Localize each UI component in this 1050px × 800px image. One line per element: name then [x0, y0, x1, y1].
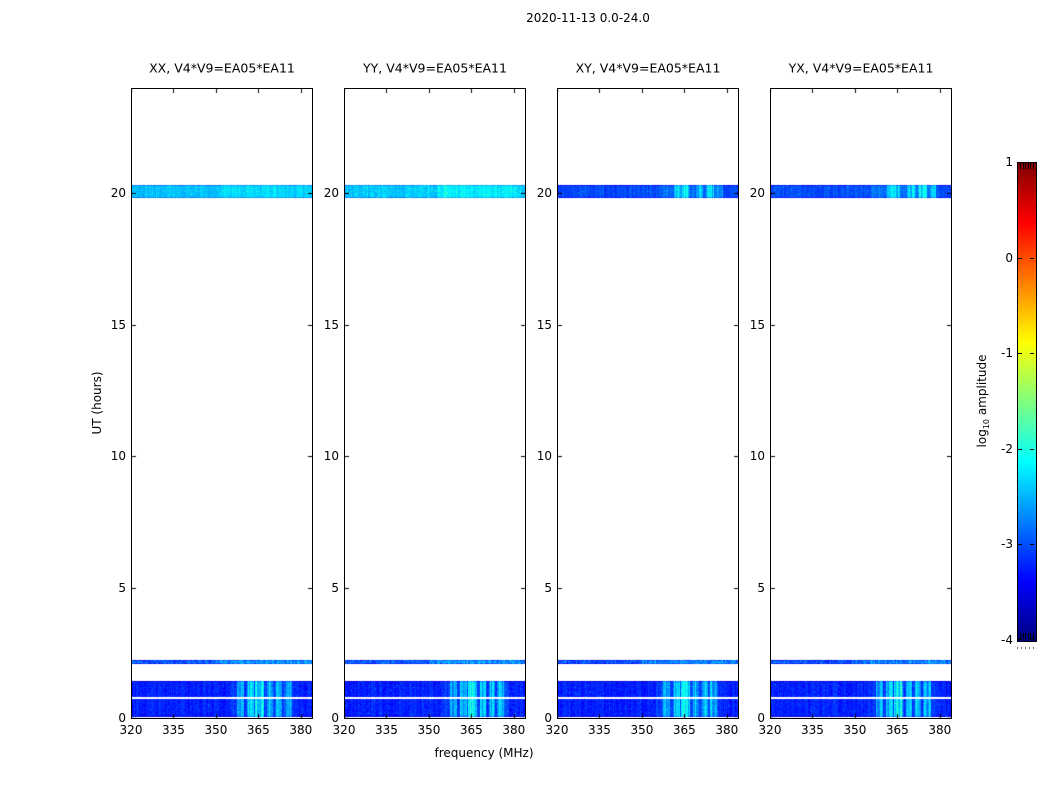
- heatmap-canvas-yy: [344, 88, 526, 719]
- heatmap-canvas-yx: [770, 88, 952, 719]
- panel-yy: [344, 88, 526, 719]
- x-tick-label: 335: [588, 723, 611, 737]
- panel-xy: [557, 88, 739, 719]
- x-tick-label: 350: [843, 723, 867, 737]
- colorbar-comb-top: [1025, 163, 1026, 169]
- x-tick-label: 320: [332, 723, 356, 737]
- colorbar-comb-bottom: [1022, 633, 1024, 639]
- colorbar-tick-mark: [1018, 353, 1022, 354]
- panel-title-yx: YX, V4*V9=EA05*EA11: [788, 60, 934, 76]
- colorbar-tick-mark: [1030, 162, 1034, 163]
- y-tick-label: 15: [323, 317, 339, 332]
- panel-title-xx: XX, V4*V9=EA05*EA11: [149, 60, 295, 76]
- x-tick-label: 380: [289, 723, 313, 737]
- colorbar-tick-mark: [1030, 449, 1034, 450]
- colorbar-tick-label: 0: [1005, 250, 1013, 265]
- colorbar-comb-top: [1032, 163, 1034, 169]
- colorbar-comb-bottom: [1025, 633, 1026, 639]
- y-tick-label: 20: [536, 186, 552, 201]
- x-tick-label: 365: [885, 723, 909, 737]
- y-tick-label: 10: [110, 449, 126, 464]
- colorbar-comb-bottom: [1032, 633, 1034, 639]
- figure-title: 2020-11-13 0.0-24.0: [526, 11, 650, 25]
- x-tick-label: 365: [246, 723, 270, 737]
- colorbar-tick-mark: [1018, 449, 1022, 450]
- colorbar-gradient: [1017, 162, 1037, 642]
- colorbar-tick-mark: [1030, 544, 1034, 545]
- colorbar-underline-dots: [1017, 647, 1037, 649]
- colorbar-tick-label: -2: [1001, 441, 1013, 456]
- colorbar-tick-mark: [1030, 258, 1034, 259]
- y-tick-label: 20: [749, 186, 765, 201]
- panel-title-xy: XY, V4*V9=EA05*EA11: [575, 60, 721, 76]
- colorbar-tick-label: -1: [1001, 346, 1013, 361]
- x-tick-label: 350: [417, 723, 441, 737]
- colorbar-comb-bottom: [1020, 633, 1021, 639]
- y-tick-label: 10: [536, 449, 552, 464]
- colorbar-comb-top: [1020, 163, 1021, 169]
- colorbar-tick-mark: [1030, 353, 1034, 354]
- colorbar-tick-mark: [1018, 162, 1022, 163]
- colorbar-comb-bottom: [1027, 633, 1029, 639]
- colorbar-tick-mark: [1018, 258, 1022, 259]
- panel-xx: [131, 88, 313, 719]
- x-tick-label: 335: [801, 723, 824, 737]
- y-tick-label: 5: [331, 580, 339, 595]
- colorbar-comb-bottom: [1030, 633, 1031, 639]
- colorbar-comb-top: [1027, 163, 1029, 169]
- x-tick-label: 335: [375, 723, 398, 737]
- y-tick-label: 0: [118, 711, 126, 725]
- y-tick-label: 15: [110, 317, 126, 332]
- heatmap-canvas-xx: [131, 88, 313, 719]
- colorbar-tick-label: -3: [1001, 537, 1013, 552]
- x-tick-label: 380: [502, 723, 526, 737]
- x-tick-label: 350: [204, 723, 228, 737]
- x-tick-label: 380: [928, 723, 952, 737]
- colorbar-tick-label: 1: [1005, 155, 1013, 169]
- y-tick-label: 0: [757, 711, 765, 725]
- colorbar-tick-mark: [1030, 639, 1034, 640]
- x-axis-label: frequency (MHz): [434, 746, 534, 760]
- y-tick-label: 10: [323, 449, 339, 464]
- y-tick-label: 15: [536, 317, 552, 332]
- x-tick-label: 320: [758, 723, 782, 737]
- x-tick-label: 320: [545, 723, 569, 737]
- panel-yx: [770, 88, 952, 719]
- colorbar-comb-top: [1030, 163, 1031, 169]
- colorbar-tick-label: -4: [1001, 633, 1013, 647]
- y-tick-label: 20: [110, 186, 126, 201]
- y-tick-label: 10: [749, 449, 765, 464]
- x-tick-label: 365: [672, 723, 696, 737]
- y-tick-label: 0: [331, 711, 339, 725]
- x-tick-label: 380: [715, 723, 739, 737]
- x-tick-label: 365: [459, 723, 483, 737]
- y-tick-label: 20: [323, 186, 339, 201]
- colorbar-tick-mark: [1018, 639, 1022, 640]
- y-tick-label: 0: [544, 711, 552, 725]
- colorbar-label: log10 amplitude: [974, 354, 992, 448]
- colorbar-comb-top: [1022, 163, 1024, 169]
- x-tick-label: 350: [630, 723, 654, 737]
- x-tick-label: 320: [119, 723, 143, 737]
- y-tick-label: 5: [544, 580, 552, 595]
- y-tick-label: 5: [118, 580, 126, 595]
- x-tick-label: 335: [162, 723, 185, 737]
- heatmap-canvas-xy: [557, 88, 739, 719]
- panel-title-yy: YY, V4*V9=EA05*EA11: [363, 60, 507, 76]
- y-axis-label: UT (hours): [90, 371, 104, 435]
- colorbar-tick-mark: [1018, 544, 1022, 545]
- y-tick-label: 15: [749, 317, 765, 332]
- y-tick-label: 5: [757, 580, 765, 595]
